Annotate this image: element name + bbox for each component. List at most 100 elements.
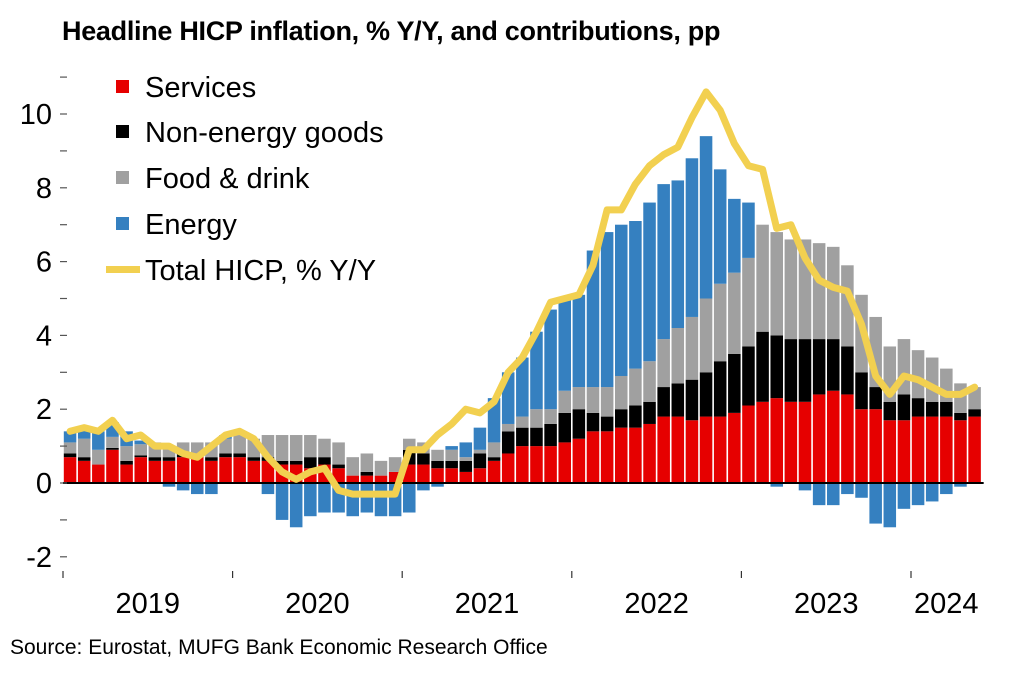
bar-services: [473, 468, 487, 483]
bar-non-energy-goods: [558, 412, 571, 443]
bar-non-energy-goods: [883, 401, 897, 421]
y-tick-label: 6: [36, 247, 52, 279]
bar-non-energy-goods: [897, 394, 911, 421]
bar-food-drink: [586, 387, 600, 413]
bar-services: [812, 394, 826, 483]
bar-non-energy-goods: [643, 401, 656, 424]
bars-layer: [63, 136, 981, 528]
bar-services: [530, 446, 543, 483]
bar-non-energy-goods: [954, 412, 967, 421]
bar-services: [346, 475, 359, 483]
bar-non-energy-goods: [671, 383, 685, 417]
bar-food-drink: [176, 442, 190, 454]
bar-non-energy-goods: [106, 447, 119, 450]
bar-energy: [643, 202, 656, 362]
bar-services: [417, 464, 430, 483]
bar-services: [855, 409, 868, 483]
bar-services: [431, 468, 444, 483]
bar-non-energy-goods: [501, 431, 515, 454]
bar-energy: [671, 180, 685, 329]
y-tick-label: 4: [36, 320, 52, 352]
bar-food-drink: [63, 442, 77, 454]
bar-energy: [600, 232, 614, 388]
bar-food-drink: [685, 316, 699, 380]
bar-food-drink: [954, 383, 967, 413]
bar-services: [940, 416, 953, 483]
bar-services: [784, 401, 798, 483]
bar-energy: [544, 309, 557, 410]
bar-services: [77, 460, 91, 483]
bar-non-energy-goods: [968, 409, 981, 417]
bar-energy: [445, 446, 458, 450]
bar-non-energy-goods: [855, 372, 868, 410]
bar-services: [671, 416, 685, 483]
bar-non-energy-goods: [247, 457, 261, 461]
bar-food-drink: [713, 283, 727, 362]
bar-energy: [191, 483, 204, 495]
bar-non-energy-goods: [459, 460, 473, 472]
bar-non-energy-goods: [586, 412, 600, 432]
bar-energy: [92, 431, 105, 450]
bar-services: [487, 460, 501, 483]
bar-food-drink: [699, 298, 713, 373]
bar-non-energy-goods: [162, 457, 176, 461]
bar-food-drink: [445, 449, 458, 461]
bar-non-energy-goods: [445, 460, 458, 469]
bar-energy: [954, 483, 967, 487]
bar-non-energy-goods: [827, 339, 840, 391]
bar-food-drink: [403, 438, 416, 450]
x-tick-label: 2021: [455, 588, 520, 620]
bar-energy: [558, 298, 571, 391]
bar-food-drink: [742, 257, 755, 347]
x-tick-label: 2020: [285, 588, 350, 620]
bar-services: [728, 412, 741, 483]
chart: -2 0 2 4 6 8 10 2019 2020 2021 2022 2023 2024 Servi…: [20, 72, 984, 620]
bar-food-drink: [756, 224, 769, 332]
bar-services: [205, 460, 218, 483]
legend-swatch-food-drink: [116, 171, 129, 184]
y-tick-label: 2: [36, 394, 52, 426]
bar-energy: [770, 483, 783, 487]
bar-non-energy-goods: [63, 453, 77, 458]
bar-non-energy-goods: [713, 361, 727, 417]
bar-services: [742, 405, 755, 483]
bar-services: [925, 416, 939, 483]
bar-energy: [459, 442, 473, 458]
bar-services: [629, 427, 642, 483]
bar-non-energy-goods: [530, 427, 543, 447]
bar-non-energy-goods: [431, 460, 444, 469]
bar-energy: [77, 427, 91, 439]
bar-services: [247, 460, 261, 483]
bar-non-energy-goods: [798, 339, 812, 402]
bar-food-drink: [332, 442, 345, 465]
bar-services: [827, 390, 840, 483]
y-tick-label: 0: [36, 468, 52, 500]
legend-label-food-drink: Food & drink: [145, 163, 310, 195]
bar-non-energy-goods: [629, 405, 642, 428]
bar-non-energy-goods: [318, 457, 331, 465]
bar-energy: [925, 483, 939, 502]
legend-label-non-energy-goods: Non-energy goods: [145, 117, 384, 149]
bar-food-drink: [346, 457, 359, 476]
bar-energy: [713, 169, 727, 284]
bar-non-energy-goods: [360, 471, 374, 476]
bar-services: [459, 471, 473, 483]
bar-services: [191, 457, 204, 483]
bar-energy: [586, 250, 600, 388]
bar-energy: [615, 224, 628, 376]
bar-services: [176, 457, 190, 483]
bar-services: [374, 475, 388, 483]
bar-energy: [516, 357, 529, 417]
bar-food-drink: [600, 387, 614, 417]
y-tick-label: 10: [20, 99, 52, 131]
bar-food-drink: [501, 423, 515, 432]
bar-food-drink: [473, 449, 487, 454]
bar-non-energy-goods: [685, 379, 699, 421]
bar-non-energy-goods: [770, 335, 783, 399]
bar-energy: [360, 483, 374, 513]
bar-energy: [304, 483, 317, 517]
bar-services: [360, 475, 374, 483]
bar-food-drink: [487, 442, 501, 458]
x-tick-label: 2019: [116, 588, 181, 620]
bar-energy: [699, 136, 713, 299]
